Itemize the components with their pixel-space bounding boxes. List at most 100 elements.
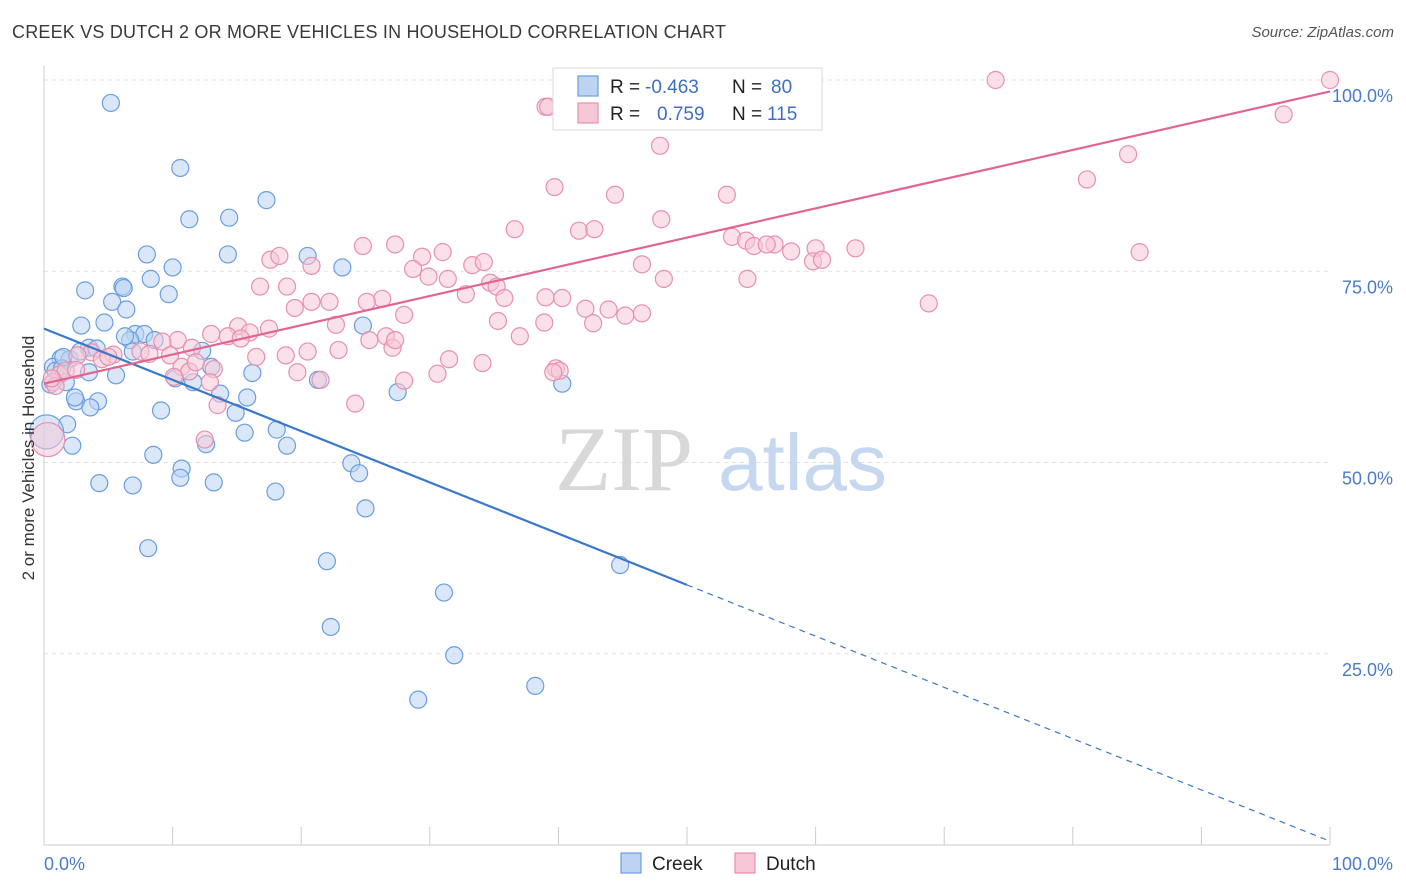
y-tick-labels: 25.0% 50.0% 75.0% 100.0% [1332,86,1393,680]
point-creek-64 [204,473,223,492]
bottom-legend: Creek Dutch [620,852,816,875]
source-credit: Source: ZipAtlas.com [1251,24,1394,41]
point-creek-15 [103,292,122,311]
legend-creek-n-value: 80 [771,77,792,98]
point-creek-62 [90,474,109,493]
y-tick-label-50: 50.0% [1342,469,1393,489]
y-tick-label-25: 25.0% [1342,660,1393,680]
grid-lines [44,79,1330,655]
trend-line-creek-extension [686,584,1331,842]
trend-line-creek [43,327,688,586]
x-tick-label-min: 0.0% [44,854,85,874]
point-dutch-112 [186,353,205,372]
point-dutch-57 [488,311,508,331]
bottom-legend-creek: Creek [652,854,703,875]
point-creek-63 [123,476,142,495]
point-dutch-56 [394,305,414,324]
point-creek-13 [114,278,133,298]
point-dutch-32 [474,252,493,272]
point-dutch-36 [419,267,438,286]
legend-dutch-n-value: 115 [767,104,797,125]
point-dutch-10 [717,185,736,204]
point-dutch-22 [385,235,405,254]
trend-line-dutch [43,90,1331,385]
point-dutch-29 [302,256,321,275]
point-dutch-86 [473,353,492,373]
point-dutch-74 [329,340,348,360]
point-dutch-9 [605,185,625,204]
point-dutch-48 [320,292,339,311]
point-dutch-67 [360,331,379,350]
legend-creek-n-label: N = [732,77,762,98]
point-creek-61 [171,468,190,487]
point-dutch-25 [846,239,865,258]
legend-box: R = -0.463 N = 80 R = 0.759 N = 115 [552,67,823,131]
point-dutch-44 [495,288,514,308]
point-dutch-13 [569,221,589,240]
point-creek-52 [235,423,254,442]
point-dutch-30 [412,247,432,266]
point-dutch-103 [208,396,227,415]
point-creek-57 [144,445,163,464]
point-dutch-102 [200,373,219,392]
point-creek-4 [257,191,276,210]
point-dutch-23 [433,243,452,262]
point-dutch-58 [535,313,554,332]
point-creek-65 [266,482,285,501]
bottom-legend-dutch: Dutch [766,854,816,875]
point-dutch-54 [919,294,938,313]
point-dutch-4 [1274,105,1293,124]
point-dutch-59 [584,314,603,333]
bottom-legend-swatch-creek [620,852,642,874]
point-dutch-12 [505,220,524,239]
point-dutch-14 [585,220,604,239]
point-dutch-0 [986,70,1005,90]
point-creek-70 [434,583,454,602]
point-dutch-113 [544,363,563,382]
point-dutch-109 [812,250,832,269]
point-creek-71 [321,617,340,637]
point-creek-9 [333,258,352,277]
point-creek-56 [277,436,297,455]
point-creek-14 [159,285,178,304]
point-creek-49 [151,401,171,420]
point-dutch-55 [285,298,304,318]
point-creek-60 [349,464,369,483]
point-dutch-110 [357,292,376,311]
point-dutch-98 [311,370,330,389]
point-dutch-83 [247,347,266,367]
point-dutch-7 [1077,170,1097,189]
point-dutch-84 [276,346,295,365]
point-creek-2 [180,210,199,229]
legend-creek-r-label: R = [610,77,640,98]
y-axis-label: 2 or more Vehicles in Household [19,336,38,581]
point-dutch-42 [277,277,297,296]
legend-swatch-creek [577,75,599,97]
point-dutch-99 [394,371,414,390]
bottom-legend-swatch-dutch [734,852,756,874]
watermark: ZIP atlas [555,408,887,510]
point-creek-16 [117,300,136,319]
point-dutch-64 [202,324,221,344]
legend-dutch-r-value: 0.759 [657,104,705,125]
point-creek-54 [63,436,82,455]
point-dutch-105 [195,430,214,449]
point-creek-6 [137,245,156,264]
point-dutch-50 [576,299,595,318]
point-dutch-104 [346,394,365,413]
point-dutch-73 [298,342,317,361]
point-dutch-5 [650,136,670,155]
series-creek-points [28,93,630,709]
point-creek-45 [238,388,257,407]
legend-swatch-dutch [577,102,599,124]
point-creek-17 [72,316,91,335]
point-dutch-52 [616,306,635,325]
point-creek-11 [76,281,95,300]
y-tick-label-75: 75.0% [1342,277,1393,297]
point-creek-0 [101,93,120,113]
point-dutch-91 [428,364,447,383]
point-dutch-40 [654,269,673,288]
point-dutch-96 [67,360,86,380]
point-dutch-28 [270,246,289,266]
point-dutch-45 [536,288,555,307]
